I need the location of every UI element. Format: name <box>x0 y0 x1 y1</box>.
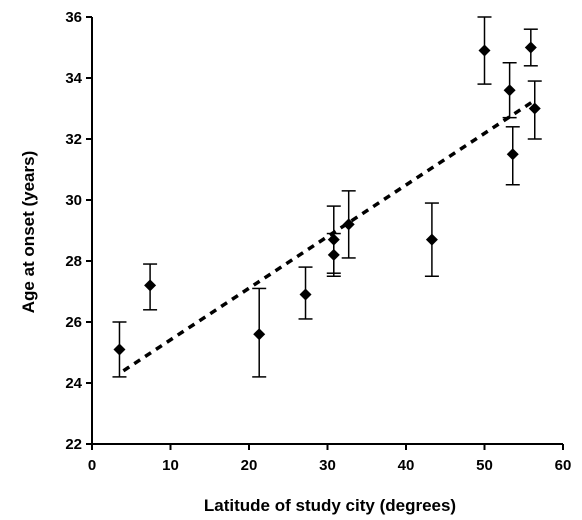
data-point <box>253 328 266 341</box>
y-tick-label: 36 <box>65 9 82 26</box>
data-point <box>144 279 157 292</box>
data-point <box>528 102 541 115</box>
x-tick-label: 20 <box>241 457 258 474</box>
data-point <box>113 343 126 356</box>
y-tick-label: 24 <box>65 375 82 392</box>
data-point <box>425 233 438 246</box>
x-tick-label: 0 <box>88 457 96 474</box>
y-axis-title: Age at onset (years) <box>19 151 38 314</box>
data-point <box>506 148 519 161</box>
x-tick-label: 60 <box>555 457 572 474</box>
y-tick-label: 30 <box>65 192 82 209</box>
y-tick-label: 28 <box>65 253 82 270</box>
trendline <box>122 100 533 373</box>
data-point <box>503 84 516 97</box>
data-point <box>524 41 537 54</box>
x-tick-label: 10 <box>162 457 179 474</box>
x-tick-label: 50 <box>476 457 493 474</box>
x-tick-label: 40 <box>398 457 415 474</box>
y-tick-label: 34 <box>65 70 82 87</box>
data-point <box>342 218 355 231</box>
y-tick-label: 32 <box>65 131 82 148</box>
x-tick-label: 30 <box>319 457 336 474</box>
y-tick-label: 22 <box>65 436 82 453</box>
data-point <box>327 248 340 261</box>
data-point <box>299 288 312 301</box>
data-point <box>478 44 491 57</box>
x-axis-title: Latitude of study city (degrees) <box>204 496 456 515</box>
y-tick-label: 26 <box>65 314 82 331</box>
